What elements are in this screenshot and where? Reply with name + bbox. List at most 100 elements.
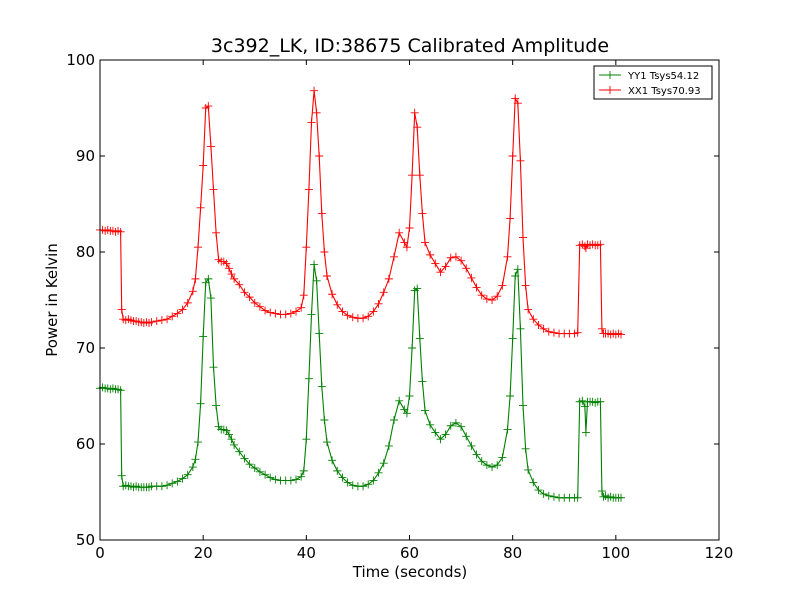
data-point [250, 464, 259, 472]
data-point [436, 435, 445, 444]
data-point [317, 382, 326, 391]
data-point [307, 310, 316, 319]
data-point [462, 264, 471, 273]
data-point [302, 435, 311, 444]
data-point [255, 467, 264, 476]
data-point [413, 284, 422, 293]
data-point [451, 252, 460, 261]
data-point [524, 305, 533, 314]
data-point [390, 416, 399, 424]
data-point [348, 313, 357, 322]
data-point [544, 491, 553, 500]
data-point [266, 308, 275, 317]
data-point [297, 472, 306, 481]
data-point [209, 363, 218, 372]
data-point [369, 307, 378, 316]
data-point [322, 272, 331, 280]
data-point [312, 108, 321, 117]
data-point [328, 290, 337, 299]
data-point [117, 305, 126, 314]
data-point [516, 324, 525, 333]
series-2 [96, 86, 625, 339]
data-point [261, 470, 270, 479]
data-point [333, 466, 342, 475]
legend-marker [606, 71, 614, 79]
data-point [405, 392, 414, 400]
data-point [168, 312, 177, 321]
data-point [328, 456, 337, 465]
data-point [338, 473, 347, 482]
data-point [245, 293, 254, 302]
data-point [451, 418, 460, 427]
data-point [183, 470, 192, 479]
data-point [204, 102, 213, 111]
data-point [163, 315, 172, 324]
data-point [310, 260, 319, 269]
data-point [506, 214, 515, 223]
data-point [395, 228, 404, 237]
y-tick-label: 80 [76, 243, 95, 261]
axis-ticks: 0 20 40 60 80 100 120 50 60 70 80 90 100 [66, 51, 733, 562]
data-point [379, 459, 388, 468]
data-point [503, 252, 512, 261]
data-point [338, 307, 347, 316]
data-point [472, 450, 481, 459]
data-point [157, 482, 166, 491]
data-point [426, 250, 435, 259]
data-point [222, 259, 231, 268]
data-point [413, 123, 422, 132]
data-point [457, 256, 466, 265]
data-point [271, 475, 280, 484]
data-point [206, 294, 215, 303]
data-point [431, 259, 440, 268]
data-point [178, 305, 187, 314]
data-point [511, 94, 520, 103]
data-point [292, 307, 301, 316]
data-point [224, 430, 233, 439]
legend-box [593, 65, 713, 100]
legend-item: XX1 Tsys70.93 [599, 86, 701, 97]
data-point [513, 99, 522, 108]
data-point [506, 392, 515, 400]
data-point [152, 317, 161, 326]
data-point [224, 264, 233, 273]
data-point [578, 396, 587, 405]
data-point [281, 310, 290, 319]
data-point [271, 309, 280, 318]
data-point [420, 406, 429, 415]
data-point [230, 440, 239, 449]
data-point [299, 291, 308, 300]
x-tick-label: 100 [602, 544, 631, 562]
data-point [482, 461, 491, 470]
data-point [488, 463, 497, 472]
data-point [212, 401, 221, 410]
data-point [183, 298, 192, 307]
data-point [359, 314, 368, 323]
data-point [322, 438, 331, 447]
data-point [147, 318, 156, 327]
x-tick-label: 20 [194, 544, 213, 562]
data-point [446, 421, 455, 430]
data-point [513, 265, 522, 274]
data-point [549, 492, 558, 501]
data-point [206, 142, 215, 151]
data-point [415, 334, 424, 343]
data-point [117, 471, 126, 480]
data-point [488, 296, 497, 304]
data-point [518, 233, 527, 242]
data-point [157, 316, 166, 325]
data-point [441, 262, 450, 271]
data-point [178, 474, 187, 483]
legend-label: YY1 Tsys54.12 [627, 71, 699, 82]
data-point [315, 152, 324, 160]
data-point [482, 295, 491, 304]
x-tick-label: 120 [705, 544, 734, 562]
data-point [312, 276, 321, 285]
data-point [333, 300, 342, 309]
data-point [573, 328, 582, 337]
legend-item: YY1 Tsys54.12 [599, 71, 699, 82]
data-point [477, 457, 486, 466]
data-point [168, 479, 177, 488]
